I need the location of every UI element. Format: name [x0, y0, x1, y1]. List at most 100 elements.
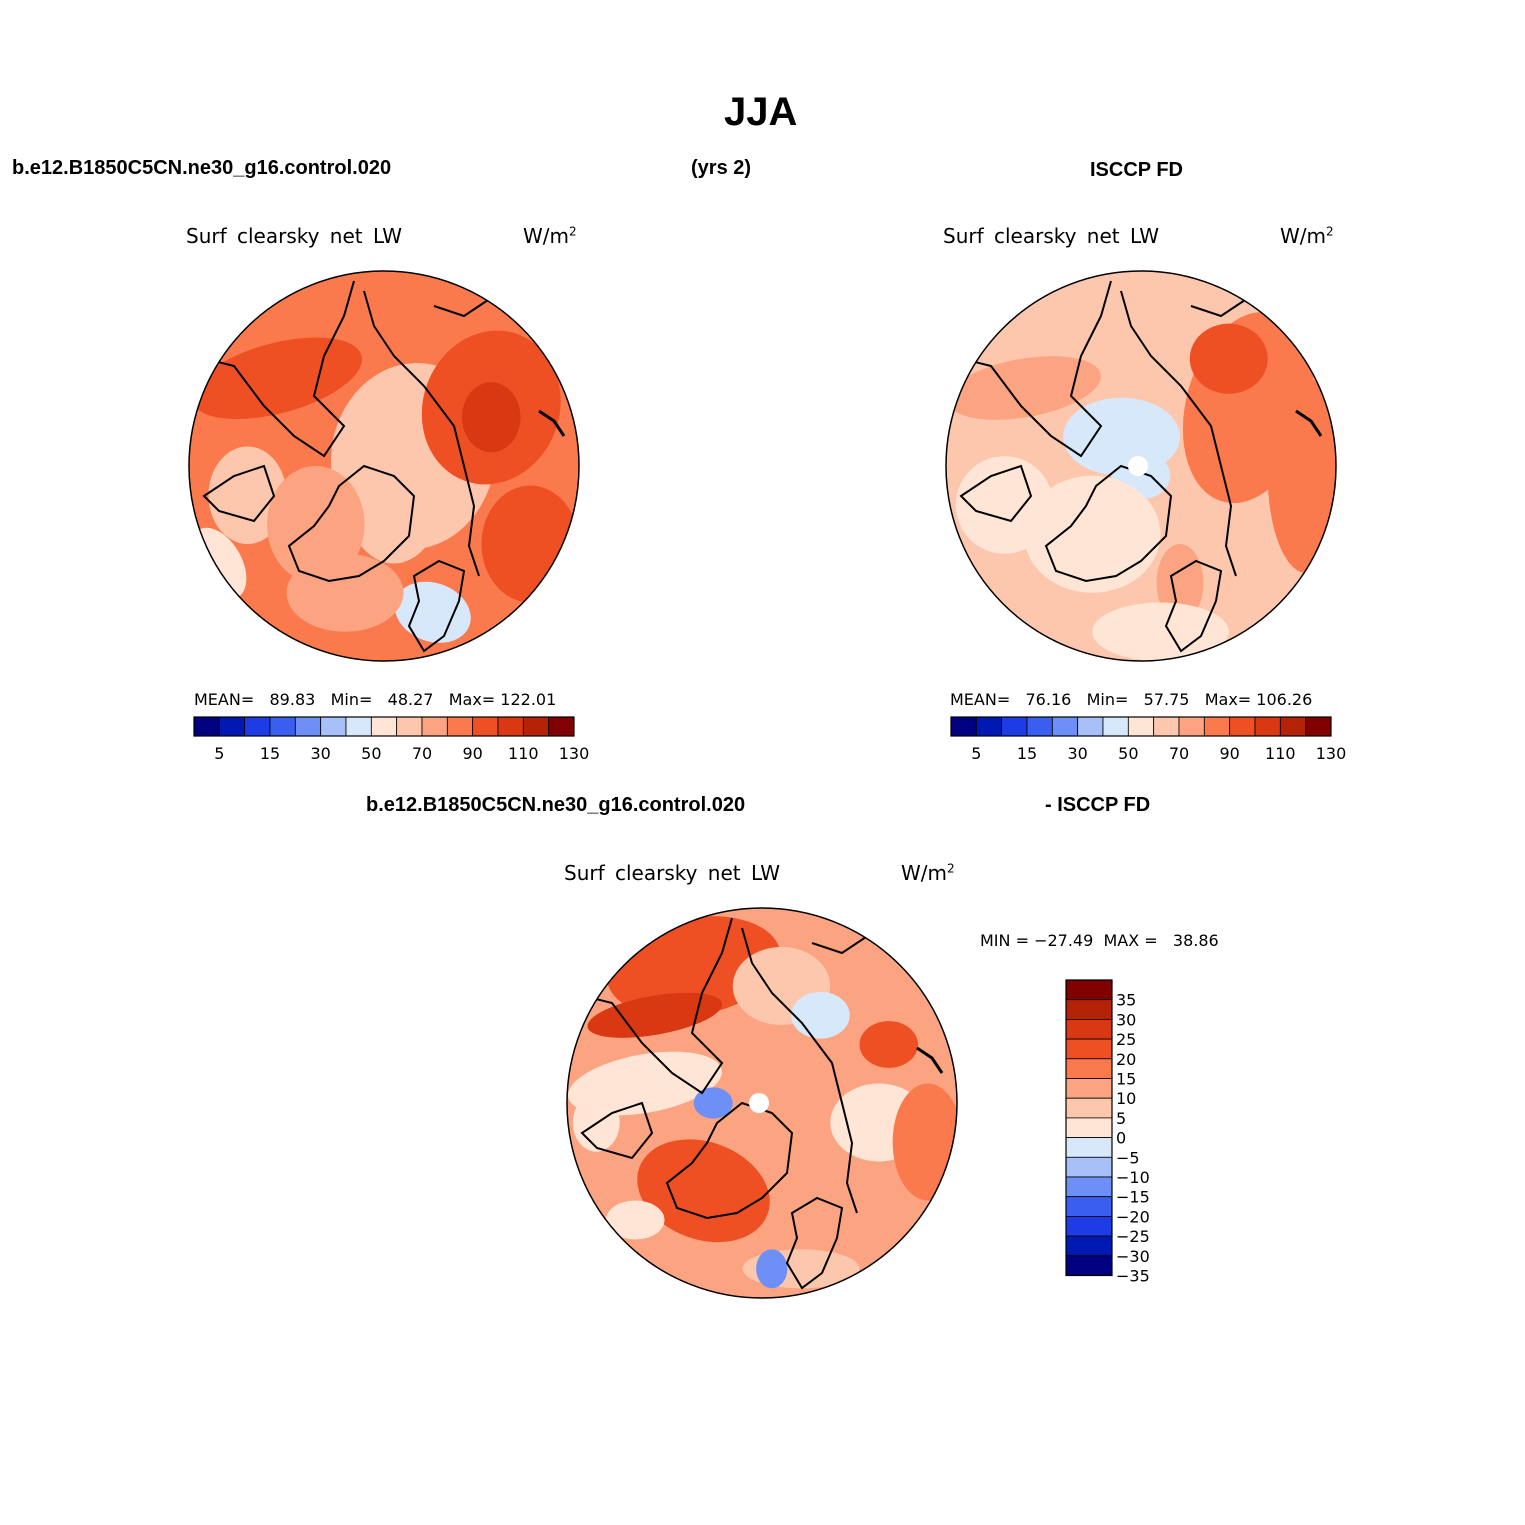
diff-panel-title: Surf clearsky net LW	[564, 861, 781, 885]
diff-coastline-hudson	[580, 1101, 654, 1160]
obs-colorbar-box-14	[1305, 716, 1332, 737]
obs-coastline-greenland	[1044, 464, 1173, 583]
diff-colorbar-tick: −10	[1116, 1168, 1150, 1187]
obs-colorbar-tick: 15	[1017, 744, 1037, 763]
diff-colorbar-tick: 35	[1116, 991, 1136, 1010]
model-colorbar-box-14	[548, 716, 575, 737]
model-colorbar-box-3	[269, 716, 296, 737]
obs-contour-region	[947, 356, 1101, 420]
model-contour-region	[462, 382, 521, 453]
diff-coastline-scandinavia	[785, 1196, 844, 1290]
obs-colorbar-tick: 5	[971, 744, 981, 763]
model-map-border	[188, 270, 580, 662]
diff-contour-region	[606, 1200, 665, 1240]
obs-max: 106.26	[1256, 690, 1313, 709]
model-colorbar-box-7	[370, 716, 398, 737]
obs-colorbar-box-4	[1051, 716, 1079, 737]
model-panel-title: Surf clearsky net LW	[186, 224, 403, 248]
model-colorbar-box-2	[244, 716, 271, 737]
obs-colorbar-box-2	[1001, 716, 1028, 737]
diff-map-border	[566, 907, 958, 1299]
model-coastline-siberia	[363, 290, 480, 577]
diff-case-header: b.e12.B1850C5CN.ne30_g16.control.020	[366, 794, 746, 816]
model-colorbar-tick: 90	[462, 744, 482, 763]
obs-pole-hole	[1128, 456, 1148, 476]
model-colorbar-box-10	[446, 716, 474, 737]
case-name-header: b.e12.B1850C5CN.ne30_g16.control.020	[12, 157, 392, 179]
diff-colorbar-box-0	[1065, 979, 1113, 1001]
obs-colorbar-box-8	[1153, 716, 1180, 737]
model-mean: 89.83	[269, 690, 316, 709]
obs-colorbar-tick: 30	[1067, 744, 1087, 763]
model-colorbar-tick: 70	[412, 744, 432, 763]
model-contour-region	[191, 337, 362, 420]
diff-colorbar-tick: −20	[1116, 1207, 1150, 1226]
diff-colorbar-box-3	[1065, 1038, 1113, 1060]
obs-colorbar-box-0	[950, 716, 977, 737]
diff-colorbar-box-4	[1065, 1058, 1113, 1079]
diff-contour-region	[756, 1249, 788, 1289]
obs-contour-region	[1267, 378, 1336, 574]
model-colorbar-box-11	[472, 716, 499, 737]
obs-coastline-kamchatka	[1295, 409, 1323, 437]
obs-max-label: Max=	[1204, 690, 1252, 709]
diff-colorbar-box-7	[1065, 1117, 1113, 1139]
diff-colorbar-box-10	[1065, 1176, 1113, 1198]
model-units: W/m2	[523, 224, 577, 248]
diff-coastline-siberia	[741, 927, 858, 1214]
diff-colorbar-tick: −5	[1116, 1148, 1140, 1167]
obs-coastline-scandinavia	[1164, 559, 1223, 653]
obs-colorbar: 5 15 30 50 70 90 110 130	[950, 716, 1346, 763]
diff-colorbar-tick: 30	[1116, 1010, 1136, 1029]
obs-colorbar-tick: 70	[1169, 744, 1189, 763]
obs-min: 57.75	[1143, 690, 1190, 709]
model-colorbar-box-9	[421, 716, 448, 737]
diff-obs-header: - ISCCP FD	[1045, 794, 1151, 816]
diff-colorbar-tick: 10	[1116, 1089, 1136, 1108]
obs-colorbar-box-1	[975, 716, 1003, 737]
diff-colorbar-box-6	[1065, 1097, 1113, 1119]
obs-colorbar-tick: 110	[1265, 744, 1296, 763]
model-min-label: Min=	[330, 690, 373, 709]
obs-coastline-canada	[950, 280, 1112, 458]
model-coastline-hudson	[202, 464, 276, 523]
obs-colorbar-box-7	[1127, 716, 1155, 737]
model-contour-region	[481, 485, 579, 603]
diff-contour-region	[791, 991, 850, 1039]
diff-coastline-kamchatka	[916, 1046, 944, 1074]
obs-coastline-hudson	[959, 464, 1033, 523]
diff-coastline-canada	[571, 917, 733, 1095]
diff-contour-region	[693, 1087, 733, 1119]
years-header: (yrs 2)	[691, 157, 752, 179]
diff-colorbar-box-9	[1065, 1156, 1113, 1178]
diff-colorbar-tick: 25	[1116, 1030, 1136, 1049]
model-colorbar-box-1	[218, 716, 246, 737]
diff-pole-hole	[749, 1093, 769, 1113]
diff-colorbar-box-1	[1065, 999, 1113, 1020]
diff-colorbar-frame	[1065, 979, 1113, 1277]
obs-colorbar-box-6	[1102, 716, 1129, 737]
diff-colorbar-box-14	[1065, 1255, 1113, 1276]
model-contour-region	[286, 553, 404, 632]
diff-colorbar-box-11	[1065, 1196, 1113, 1217]
diff-colorbar-tick: −15	[1116, 1188, 1150, 1207]
model-colorbar-box-0	[193, 716, 220, 737]
diff-colorbar-box-13	[1065, 1235, 1113, 1257]
model-colorbar-tick: 30	[310, 744, 330, 763]
obs-colorbar-box-12	[1254, 716, 1281, 737]
diff-minmax: MIN = −27.49 MAX = 38.86	[980, 931, 1219, 950]
model-contour-region	[394, 581, 471, 643]
model-colorbar-box-5	[320, 716, 347, 737]
obs-polar-map	[946, 271, 1336, 661]
obs-min-label: Min=	[1086, 690, 1129, 709]
model-coastline-scandinavia	[407, 559, 466, 653]
obs-panel-title: Surf clearsky net LW	[943, 224, 1160, 248]
model-colorbar-tick: 5	[214, 744, 224, 763]
diff-colorbar-box-12	[1065, 1216, 1113, 1237]
model-colorbar-box-6	[345, 716, 372, 737]
obs-colorbar-box-3	[1026, 716, 1053, 737]
diff-colorbar-box-8	[1065, 1137, 1113, 1158]
obs-mean-label: MEAN=	[950, 690, 1011, 709]
